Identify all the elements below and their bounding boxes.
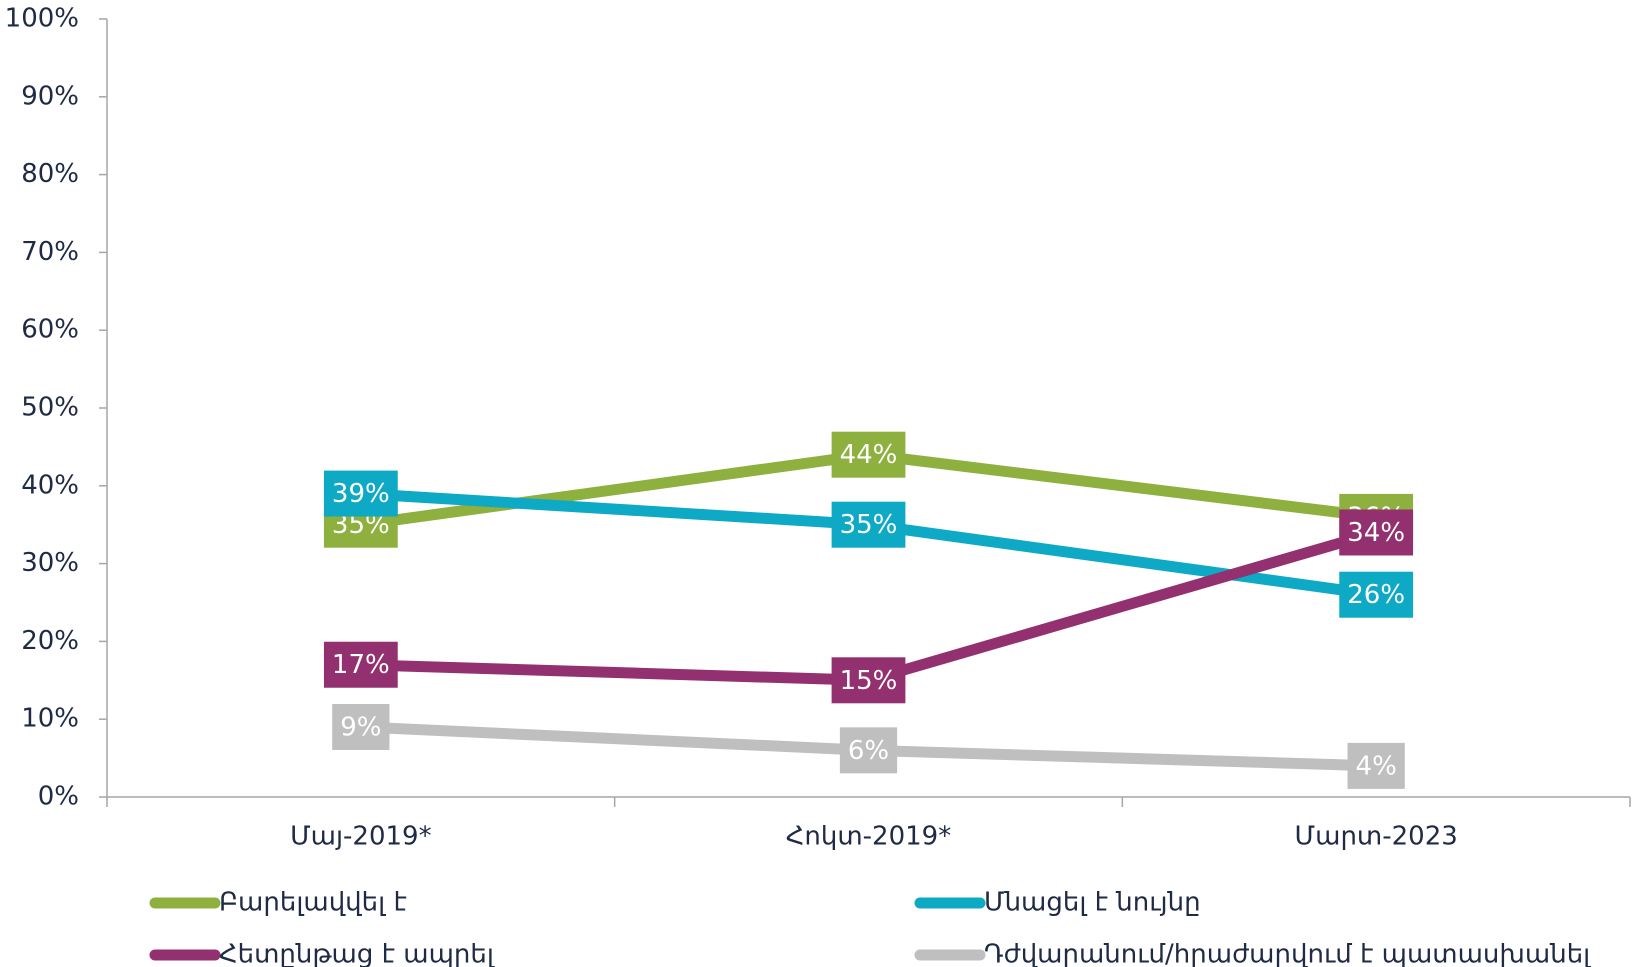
data-label: 26% xyxy=(1339,571,1414,618)
legend-label: Մնացել է նույնը xyxy=(984,888,1201,918)
data-label: 9% xyxy=(332,703,390,750)
y-tick-label: 100% xyxy=(5,4,79,34)
data-label-text: 44% xyxy=(840,440,898,470)
data-label: 4% xyxy=(1347,742,1405,789)
y-tick-label: 20% xyxy=(21,626,79,656)
data-label: 6% xyxy=(839,727,898,774)
x-tick-label: Հոկտ-2019* xyxy=(786,822,951,852)
data-label-text: 34% xyxy=(1347,518,1405,548)
y-tick-label: 60% xyxy=(21,315,79,345)
y-tick-label: 40% xyxy=(21,470,79,500)
data-label: 17% xyxy=(323,641,398,688)
data-label-box xyxy=(831,657,906,704)
data-label-text: 4% xyxy=(1356,751,1397,781)
y-tick-label: 50% xyxy=(21,393,79,423)
y-tick-label: 80% xyxy=(21,159,79,189)
y-tick-label: 70% xyxy=(21,237,79,267)
data-label: 15% xyxy=(831,657,906,704)
data-label-text: 15% xyxy=(840,666,898,696)
y-tick-label: 10% xyxy=(21,704,79,734)
data-label: 44% xyxy=(831,431,906,478)
data-label-box xyxy=(1339,571,1414,618)
legend-label: Բարելավվել է xyxy=(219,888,407,918)
data-label: 35% xyxy=(831,501,906,548)
data-label: 34% xyxy=(1339,509,1414,556)
data-label-text: 9% xyxy=(340,712,381,742)
data-label: 39% xyxy=(323,470,398,517)
x-tick-label: Մարտ-2023 xyxy=(1295,822,1458,852)
x-tick-label: Մայ-2019* xyxy=(290,822,432,852)
data-label-box xyxy=(831,501,906,548)
data-label-box xyxy=(839,727,898,774)
data-label-box xyxy=(1347,742,1405,789)
legend-label: Հետընթաց է ապրել xyxy=(219,940,495,967)
legend-label: Դժվարանում/հրաժարվում է պատասխանել xyxy=(984,940,1591,967)
data-label-box xyxy=(323,641,398,688)
data-label-box xyxy=(332,703,390,750)
data-label-box xyxy=(831,431,906,478)
y-tick-label: 0% xyxy=(38,782,79,812)
data-label-text: 17% xyxy=(332,650,390,680)
data-label-text: 26% xyxy=(1347,580,1405,610)
y-tick-label: 90% xyxy=(21,81,79,111)
data-label-text: 35% xyxy=(840,510,898,540)
y-tick-label: 30% xyxy=(21,548,79,578)
data-label-box xyxy=(1339,509,1414,556)
data-label-box xyxy=(323,470,398,517)
data-label-text: 6% xyxy=(848,736,889,766)
data-label-text: 39% xyxy=(332,479,390,509)
